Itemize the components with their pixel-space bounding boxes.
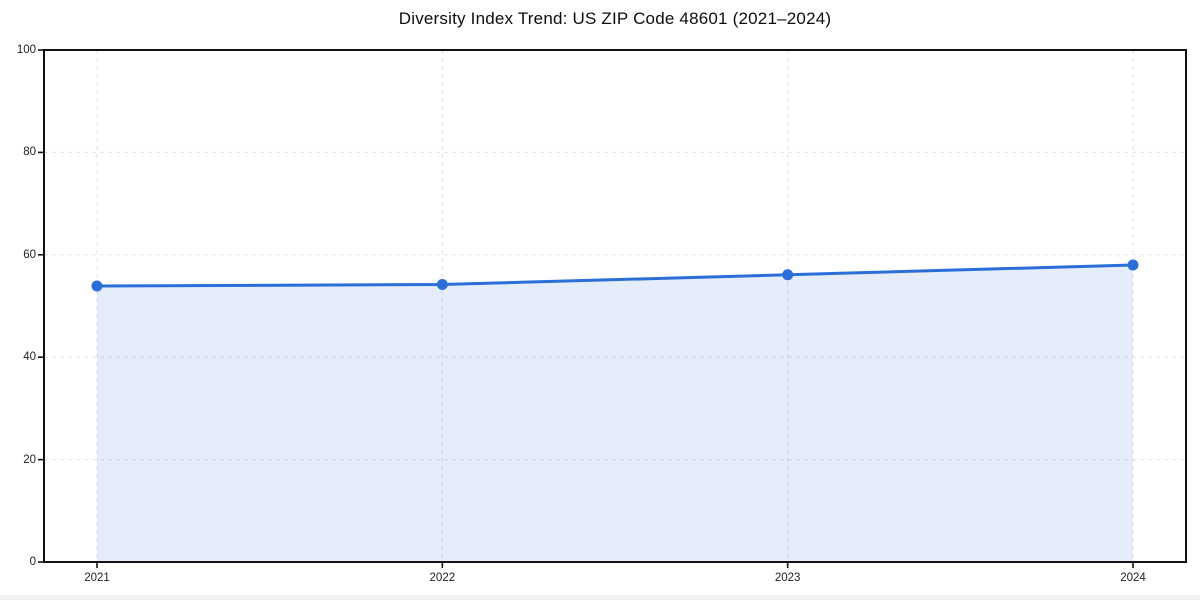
x-tick-label: 2022: [429, 572, 456, 584]
window-bottom-edge: [0, 595, 1200, 600]
y-tick-label: 40: [23, 351, 36, 364]
data-point-marker: [782, 269, 794, 281]
trend-line: [95, 263, 1135, 288]
y-tick-label: 100: [16, 44, 36, 56]
y-tick-label: 60: [23, 248, 36, 261]
x-tick-label: 2023: [774, 572, 801, 584]
data-point-marker: [91, 280, 103, 292]
x-tick-label: 2024: [1120, 572, 1146, 584]
plot-border: [43, 49, 1187, 563]
data-point-marker: [436, 278, 448, 290]
area-fill: [96, 265, 1134, 562]
chart-title: Diversity Index Trend: US ZIP Code 48601…: [398, 9, 832, 28]
y-tick-label: 0: [29, 556, 36, 568]
y-tick-label: 20: [23, 453, 36, 466]
y-tick-label: 80: [23, 146, 36, 159]
x-tick-label: 2021: [84, 572, 110, 584]
data-point-marker: [1127, 259, 1139, 271]
